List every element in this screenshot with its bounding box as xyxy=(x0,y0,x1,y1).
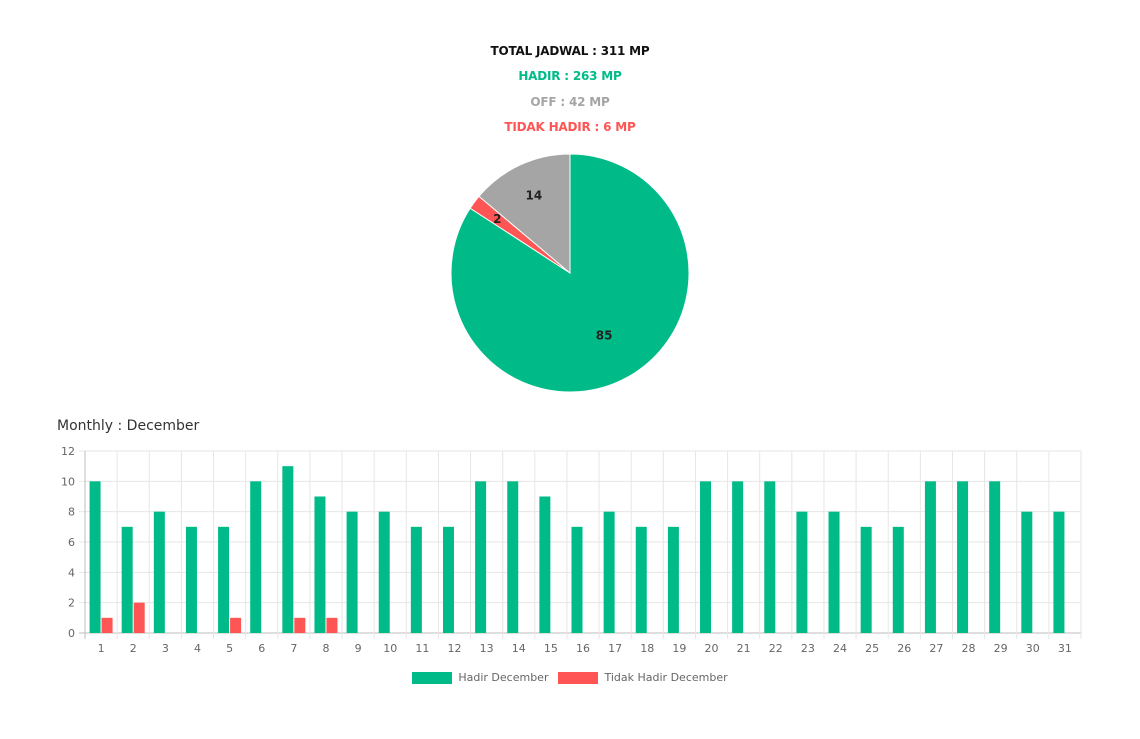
bar-hadir[interactable] xyxy=(603,511,615,633)
x-tick-label: 17 xyxy=(608,642,622,655)
x-tick-label: 21 xyxy=(737,642,751,655)
x-tick-label: 18 xyxy=(640,642,654,655)
bar-hadir[interactable] xyxy=(732,481,744,633)
bar-hadir[interactable] xyxy=(828,511,840,633)
hadir-total-label: HADIR : 263 MP xyxy=(518,69,622,83)
bar-hadir[interactable] xyxy=(153,511,165,633)
tidak-hadir-total-label: TIDAK HADIR : 6 MP xyxy=(504,120,636,134)
bar-hadir[interactable] xyxy=(121,526,133,633)
pie-label-tidak-hadir: 2 xyxy=(493,212,501,226)
bar-hadir[interactable] xyxy=(1053,511,1065,633)
bar-hadir[interactable] xyxy=(571,526,583,633)
legend-swatch-hadir xyxy=(412,671,453,684)
bar-hadir[interactable] xyxy=(475,481,487,633)
x-tick-label: 14 xyxy=(512,642,526,655)
legend-label-tidak-hadir: Tidak Hadir December xyxy=(604,671,728,684)
bar-hadir[interactable] xyxy=(314,496,326,634)
y-tick-label: 4 xyxy=(68,566,75,579)
y-tick-label: 10 xyxy=(61,475,75,488)
y-tick-label: 12 xyxy=(61,445,75,458)
x-tick-label: 26 xyxy=(897,642,911,655)
y-tick-label: 6 xyxy=(68,536,75,549)
legend-item-tidak-hadir[interactable]: Tidak Hadir December xyxy=(558,671,728,684)
x-tick-label: 23 xyxy=(801,642,815,655)
x-tick-label: 7 xyxy=(290,642,297,655)
x-tick-label: 29 xyxy=(994,642,1008,655)
x-tick-label: 22 xyxy=(769,642,783,655)
bar-hadir[interactable] xyxy=(185,526,197,633)
x-tick-label: 10 xyxy=(383,642,397,655)
x-tick-label: 31 xyxy=(1058,642,1072,655)
bar-chart-legend: Hadir December Tidak Hadir December xyxy=(0,671,1140,684)
bar-hadir[interactable] xyxy=(989,481,1001,633)
x-tick-label: 4 xyxy=(194,642,201,655)
bar-hadir[interactable] xyxy=(924,481,936,633)
x-tick-label: 27 xyxy=(929,642,943,655)
x-tick-label: 12 xyxy=(447,642,461,655)
x-tick-label: 19 xyxy=(672,642,686,655)
bar-hadir[interactable] xyxy=(218,526,230,633)
x-tick-label: 6 xyxy=(258,642,265,655)
bar-tidak-hadir[interactable] xyxy=(133,602,145,633)
bar-hadir[interactable] xyxy=(410,526,422,633)
bar-hadir[interactable] xyxy=(282,466,294,633)
x-tick-label: 9 xyxy=(355,642,362,655)
x-tick-label: 3 xyxy=(162,642,169,655)
bar-hadir[interactable] xyxy=(700,481,712,633)
x-tick-label: 30 xyxy=(1026,642,1040,655)
y-tick-label: 2 xyxy=(68,597,75,610)
legend-item-hadir[interactable]: Hadir December xyxy=(412,671,548,684)
x-tick-label: 5 xyxy=(226,642,233,655)
x-tick-label: 25 xyxy=(865,642,879,655)
bar-hadir[interactable] xyxy=(635,526,647,633)
pie-slice-off[interactable] xyxy=(478,153,571,275)
bar-hadir[interactable] xyxy=(860,526,872,633)
x-tick-label: 28 xyxy=(962,642,976,655)
bar-hadir[interactable] xyxy=(250,481,262,633)
bar-hadir[interactable] xyxy=(764,481,776,633)
x-tick-label: 24 xyxy=(833,642,847,655)
bar-hadir[interactable] xyxy=(892,526,904,633)
bar-hadir[interactable] xyxy=(378,511,390,633)
legend-swatch-tidak-hadir xyxy=(558,671,599,684)
bar-hadir[interactable] xyxy=(796,511,808,633)
total-jadwal-label: TOTAL JADWAL : 311 MP xyxy=(490,44,650,58)
off-total-label: OFF : 42 MP xyxy=(530,95,610,109)
bar-tidak-hadir[interactable] xyxy=(101,617,113,633)
bar-hadir[interactable] xyxy=(957,481,969,633)
attendance-pie-chart: 85 2 14 xyxy=(450,153,690,393)
monthly-chart-title: Monthly : December xyxy=(57,418,200,434)
x-tick-label: 8 xyxy=(322,642,329,655)
x-tick-label: 20 xyxy=(705,642,719,655)
bar-hadir[interactable] xyxy=(507,481,519,633)
bar-hadir[interactable] xyxy=(1021,511,1033,633)
pie-label-hadir: 85 xyxy=(596,329,613,343)
x-tick-label: 13 xyxy=(480,642,494,655)
x-tick-label: 15 xyxy=(544,642,558,655)
pie-label-off: 14 xyxy=(526,188,543,202)
x-tick-label: 1 xyxy=(98,642,105,655)
x-tick-label: 2 xyxy=(130,642,137,655)
x-tick-label: 11 xyxy=(415,642,429,655)
bar-tidak-hadir[interactable] xyxy=(326,617,338,633)
y-tick-label: 8 xyxy=(68,506,75,519)
bar-hadir[interactable] xyxy=(442,526,454,633)
bar-hadir[interactable] xyxy=(539,496,551,634)
bar-tidak-hadir[interactable] xyxy=(230,617,242,633)
bar-tidak-hadir[interactable] xyxy=(294,617,306,633)
bar-hadir[interactable] xyxy=(667,526,679,633)
bar-hadir[interactable] xyxy=(346,511,358,633)
bar-hadir[interactable] xyxy=(89,481,101,633)
x-tick-label: 16 xyxy=(576,642,590,655)
y-tick-label: 0 xyxy=(68,627,75,640)
legend-label-hadir: Hadir December xyxy=(458,671,549,684)
